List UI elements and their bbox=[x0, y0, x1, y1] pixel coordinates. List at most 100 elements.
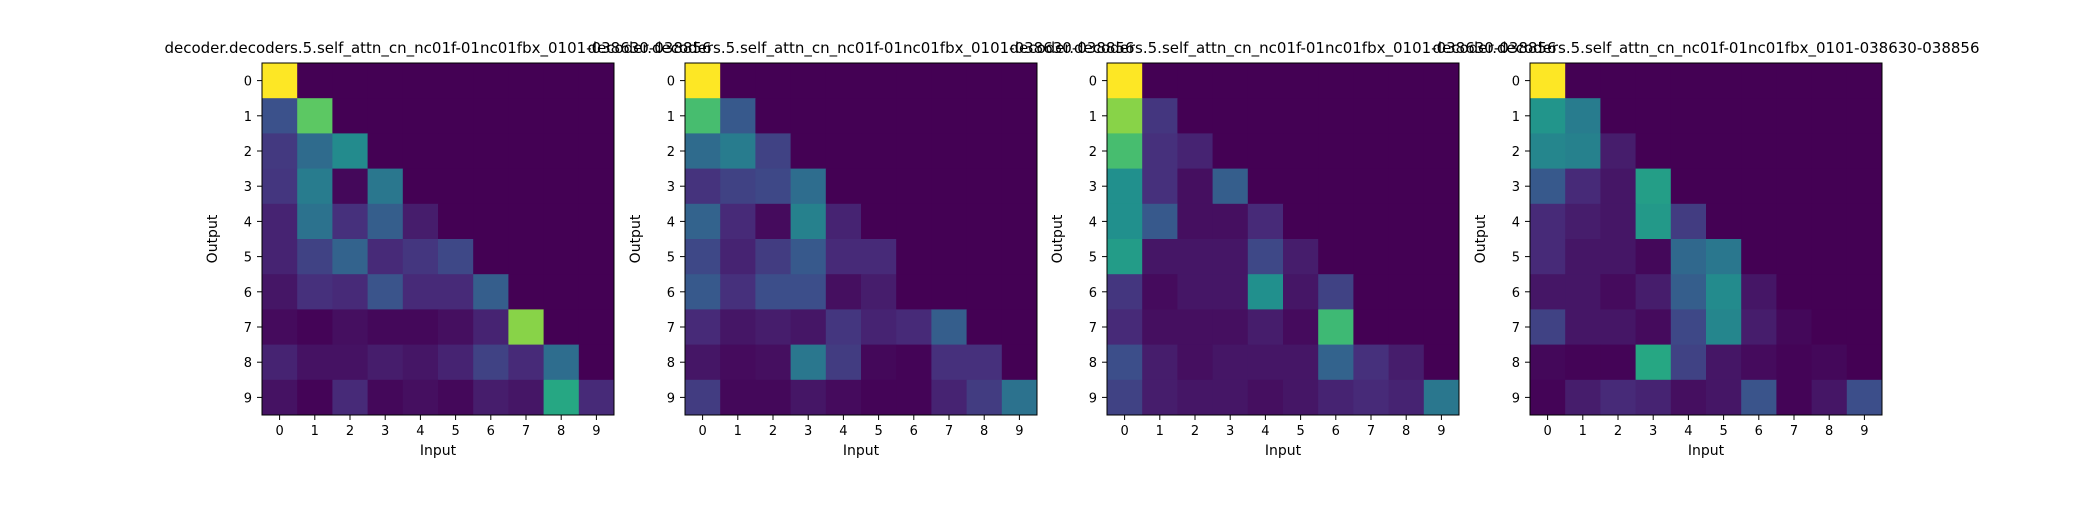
heatmap-cell bbox=[543, 309, 580, 346]
heatmap-cell bbox=[861, 274, 897, 310]
heatmap-cell bbox=[1142, 274, 1178, 310]
heatmap-cell bbox=[1811, 344, 1848, 381]
heatmap-cell bbox=[402, 379, 439, 416]
heatmap-cell bbox=[1600, 344, 1637, 381]
heatmap-cell bbox=[1107, 63, 1143, 99]
heatmap-cell bbox=[262, 309, 298, 346]
heatmap-cell bbox=[1670, 168, 1707, 205]
heatmap-cell bbox=[1741, 309, 1777, 346]
x-tick-label: 6 bbox=[1755, 424, 1763, 439]
heatmap-cell bbox=[1600, 133, 1637, 170]
heatmap-cell bbox=[1177, 379, 1214, 416]
heatmap-cell bbox=[543, 98, 580, 134]
x-tick-label: 8 bbox=[980, 424, 988, 439]
heatmap-cell bbox=[1353, 63, 1390, 99]
heatmap-cell bbox=[1353, 239, 1390, 275]
heatmap-cell bbox=[578, 203, 615, 240]
heatmap-cell bbox=[1635, 203, 1672, 240]
heatmap-cell bbox=[1001, 203, 1038, 240]
heatmap-cell bbox=[685, 203, 721, 240]
heatmap-cell bbox=[966, 309, 1003, 346]
heatmap-cell bbox=[297, 239, 333, 275]
heatmap-cell bbox=[1741, 203, 1777, 240]
panel-title: decoder.decoders.5.self_attn_cn_nc01f-01… bbox=[1432, 39, 1979, 58]
heatmap-cell bbox=[402, 203, 439, 240]
heatmap-cell bbox=[685, 239, 721, 275]
heatmap-cell bbox=[966, 379, 1003, 416]
heatmap-cell bbox=[1283, 309, 1319, 346]
heatmap-cell bbox=[1212, 203, 1249, 240]
heatmap-cell bbox=[720, 274, 756, 310]
x-tick-label: 4 bbox=[839, 424, 847, 439]
y-tick-label: 3 bbox=[667, 180, 675, 195]
heatmap-cell bbox=[1741, 274, 1777, 310]
heatmap-cell bbox=[1247, 98, 1284, 134]
heatmap-cell bbox=[1318, 274, 1354, 310]
heatmap-cell bbox=[896, 239, 932, 275]
heatmap-cell bbox=[473, 168, 509, 205]
heatmap-cell bbox=[1811, 274, 1848, 310]
x-tick-label: 5 bbox=[874, 424, 882, 439]
heatmap-cell bbox=[1530, 203, 1566, 240]
heatmap-cell bbox=[1530, 133, 1566, 170]
heatmap-cell bbox=[508, 168, 545, 205]
heatmap-cell bbox=[1846, 133, 1883, 170]
heatmap-cell bbox=[1670, 239, 1707, 275]
x-tick-label: 5 bbox=[1719, 424, 1727, 439]
x-tick-label: 6 bbox=[487, 424, 495, 439]
y-axis-label: Output bbox=[628, 214, 644, 263]
heatmap-cell bbox=[931, 344, 968, 381]
heatmap-cell bbox=[1107, 133, 1143, 170]
heatmap-cell bbox=[508, 98, 545, 134]
heatmap-cell bbox=[367, 309, 404, 346]
y-tick-label: 7 bbox=[667, 321, 675, 336]
heatmap-cell bbox=[578, 274, 615, 310]
x-tick-label: 4 bbox=[1261, 424, 1269, 439]
heatmap-cell bbox=[1776, 63, 1813, 99]
heatmap-cell bbox=[1565, 344, 1601, 381]
heatmap-cell bbox=[1635, 309, 1672, 346]
x-tick-label: 2 bbox=[1191, 424, 1199, 439]
heatmap-cell bbox=[1600, 274, 1637, 310]
heatmap-cell bbox=[1776, 168, 1813, 205]
heatmap-cell bbox=[1565, 274, 1601, 310]
heatmap-cell bbox=[1706, 133, 1742, 170]
x-tick-label: 2 bbox=[1614, 424, 1622, 439]
y-tick-label: 0 bbox=[1512, 75, 1520, 90]
heatmap-cell bbox=[1283, 133, 1319, 170]
y-tick-label: 3 bbox=[1512, 180, 1520, 195]
heatmap-cell bbox=[578, 168, 615, 205]
heatmap-cell bbox=[578, 239, 615, 275]
heatmap-cell bbox=[931, 168, 968, 205]
y-tick-label: 6 bbox=[667, 286, 675, 301]
heatmap-cell bbox=[1212, 309, 1249, 346]
x-tick-label: 0 bbox=[698, 424, 706, 439]
heatmap-cell bbox=[1388, 98, 1425, 134]
y-axis-label: Output bbox=[205, 214, 221, 263]
heatmap-cell bbox=[402, 63, 439, 99]
y-tick-label: 1 bbox=[244, 110, 252, 125]
heatmap-cell bbox=[1001, 274, 1038, 310]
heatmap-cell bbox=[1353, 168, 1390, 205]
heatmap-cell bbox=[1318, 133, 1354, 170]
heatmap-cell bbox=[1530, 239, 1566, 275]
heatmap-cell bbox=[1353, 274, 1390, 310]
heatmap-cell bbox=[1670, 274, 1707, 310]
x-tick-label: 4 bbox=[1684, 424, 1692, 439]
heatmap-cell bbox=[1142, 239, 1178, 275]
heatmap-cell bbox=[755, 63, 792, 99]
heatmap-cell bbox=[1177, 344, 1214, 381]
y-tick-label: 6 bbox=[1089, 286, 1097, 301]
heatmap-cell bbox=[578, 309, 615, 346]
heatmap-cell bbox=[367, 239, 404, 275]
heatmap-cell bbox=[1741, 379, 1777, 416]
x-tick-label: 9 bbox=[1860, 424, 1868, 439]
heatmap-cell bbox=[1247, 274, 1284, 310]
heatmap-cell bbox=[1635, 98, 1672, 134]
heatmap-cell bbox=[438, 133, 474, 170]
heatmap-cell bbox=[825, 168, 862, 205]
heatmap-cell bbox=[896, 63, 932, 99]
heatmap-cell bbox=[1283, 203, 1319, 240]
heatmap-cell bbox=[1670, 309, 1707, 346]
